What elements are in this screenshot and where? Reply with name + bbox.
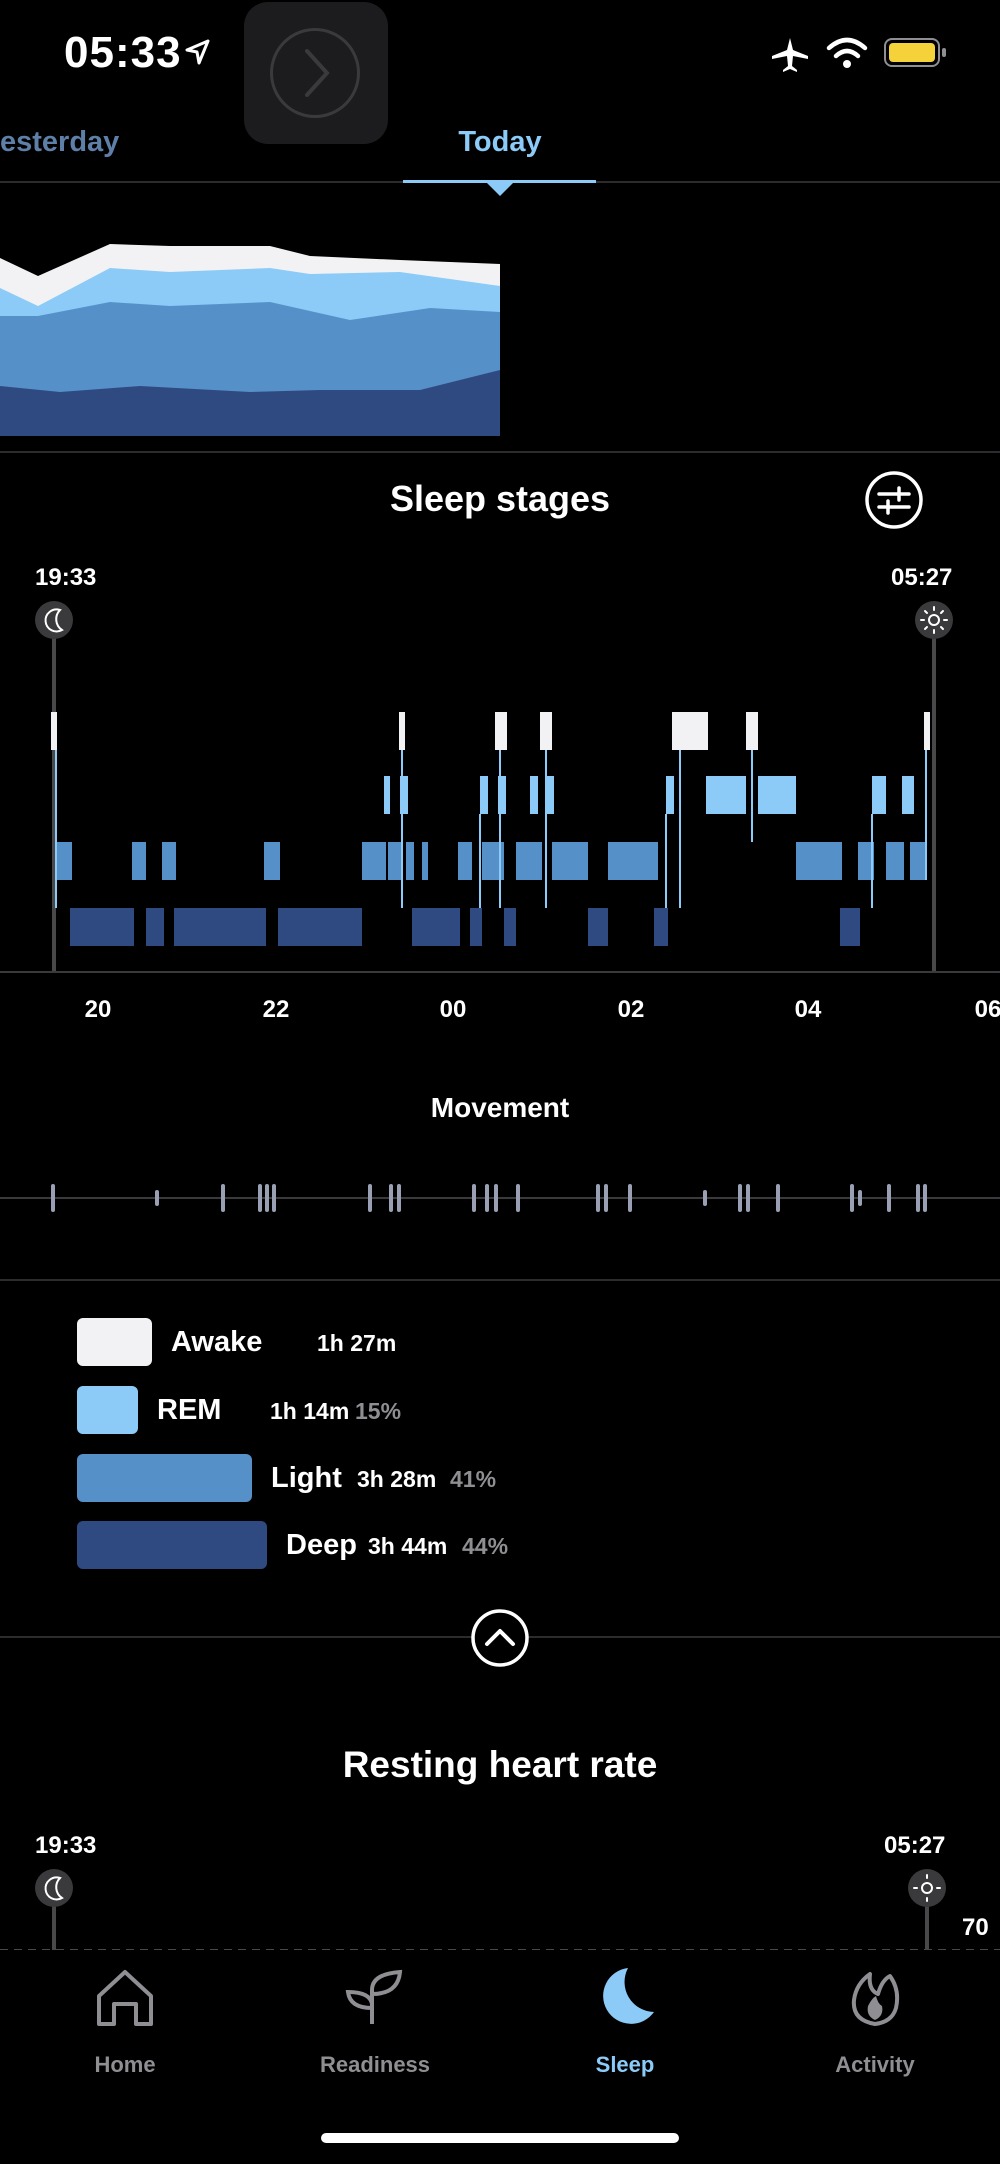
airplane-icon: [772, 38, 808, 72]
sleep-stages-title: Sleep stages: [389, 478, 611, 519]
nav-home[interactable]: Home: [94, 2052, 156, 2077]
legend-duration-light: 3h 28m: [357, 1466, 437, 1492]
hour-label: 04: [794, 996, 822, 1023]
moon-icon[interactable]: [500, 1960, 750, 2030]
legend-percent-rem: 15%: [355, 1398, 402, 1424]
legend-swatch-awake: [77, 1318, 152, 1366]
hypnogram: [0, 601, 1000, 973]
nav-activity[interactable]: Activity: [835, 2052, 915, 2077]
movement-chart: [0, 1184, 1000, 1212]
wake-time-label: 05:27: [891, 564, 953, 591]
sleep-overview-chart: [0, 244, 500, 436]
flame-icon[interactable]: [750, 1960, 1000, 2030]
legend-percent-deep: 44%: [462, 1533, 509, 1559]
legend-duration-rem: 1h 14m: [270, 1398, 350, 1424]
moon-icon: [35, 601, 73, 639]
legend-percent-light: 41%: [450, 1466, 497, 1492]
tab-today[interactable]: Today: [458, 126, 542, 158]
hr-bedtime-label: 19:33: [35, 1832, 97, 1859]
resting-heart-rate-title: Resting heart rate: [342, 1744, 658, 1785]
legend-swatch-rem: [77, 1386, 138, 1434]
legend-swatch-deep: [77, 1521, 267, 1569]
heart-rate-chart: [0, 1869, 1000, 1960]
legend-duration-deep: 3h 44m: [368, 1533, 448, 1559]
adjust-icon[interactable]: [864, 470, 924, 530]
movement-title: Movement: [430, 1092, 570, 1123]
legend-label-awake: Awake: [171, 1326, 263, 1358]
tab-indicator: [403, 180, 596, 183]
sprout-icon[interactable]: [250, 1960, 500, 2030]
hour-label: 00: [439, 996, 467, 1023]
house-icon[interactable]: [0, 1960, 250, 2030]
nav-readiness[interactable]: Readiness: [319, 2052, 431, 2077]
moon-icon: [35, 1869, 73, 1907]
bedtime-label: 19:33: [35, 564, 97, 591]
chevron-up-icon: [485, 1629, 515, 1646]
battery-icon: [884, 38, 946, 67]
chevron-right-icon[interactable]: [270, 28, 360, 118]
legend-label-rem: REM: [157, 1394, 222, 1426]
hour-label: 02: [617, 996, 645, 1023]
tab-yesterday[interactable]: esterday: [0, 126, 120, 158]
hour-label: 22: [262, 996, 290, 1023]
bottom-nav: [0, 1950, 1000, 2164]
location-icon: [185, 39, 210, 65]
legend-label-deep: Deep: [286, 1529, 357, 1561]
legend-label-light: Light: [271, 1462, 342, 1494]
pip-window[interactable]: [244, 2, 388, 144]
collapse-button[interactable]: [470, 1608, 530, 1668]
hr-wake-time-label: 05:27: [884, 1832, 946, 1859]
tab-pointer: [486, 182, 514, 196]
sun-icon: [908, 1869, 946, 1907]
hour-label: 06: [974, 996, 1000, 1023]
legend-swatch-light: [77, 1454, 252, 1502]
home-indicator[interactable]: [321, 2133, 679, 2143]
status-time: 05:33: [64, 28, 182, 77]
hr-value-label: 70: [962, 1914, 989, 1941]
nav-sleep[interactable]: Sleep: [595, 2052, 655, 2077]
wifi-icon: [826, 37, 868, 68]
legend-duration-awake: 1h 27m: [317, 1330, 397, 1356]
hour-label: 20: [84, 996, 112, 1023]
